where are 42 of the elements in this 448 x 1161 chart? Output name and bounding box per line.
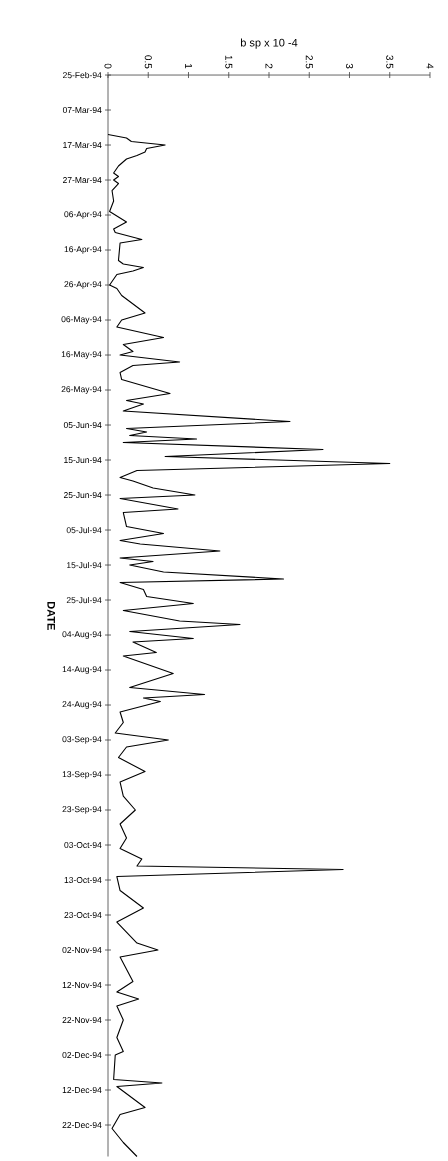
y-tick-label: 26-Apr-94 bbox=[64, 281, 102, 289]
y-tick-label: 06-May-94 bbox=[61, 316, 102, 324]
y-tick-label: 15-Jul-94 bbox=[67, 561, 102, 569]
y-tick-label: 23-Sep-94 bbox=[62, 806, 102, 814]
y-tick-label: 02-Dec-94 bbox=[62, 1052, 102, 1059]
y-tick-label: 13-Sep-94 bbox=[62, 771, 102, 779]
y-tick-label: 27-Mar-94 bbox=[63, 177, 102, 184]
y-tick-label: 17-Mar-94 bbox=[63, 142, 102, 149]
y-tick-label: 16-Apr-94 bbox=[64, 246, 102, 254]
y-tick-label: 02-Nov-94 bbox=[62, 947, 102, 954]
x-tick-label: 3 bbox=[345, 63, 354, 69]
x-tick-label: 4 bbox=[426, 63, 434, 69]
y-tick-label: 15-Jun-94 bbox=[64, 457, 102, 464]
y-tick-label: 07-Mar-94 bbox=[62, 107, 102, 114]
x-tick-label: 1 bbox=[185, 64, 192, 69]
y-tick-label: 16-May-94 bbox=[61, 351, 102, 359]
y-tick-label: 05-Jul-94 bbox=[66, 526, 102, 534]
y-tick-label: 03-Oct-94 bbox=[64, 842, 102, 849]
y-tick-label: 14-Aug-94 bbox=[62, 666, 102, 674]
y-tick-label: 13-Oct-94 bbox=[64, 877, 102, 884]
x-tick-label: 1.5 bbox=[225, 55, 233, 69]
x-axis-title: b sp x 10 -4 bbox=[240, 38, 298, 49]
y-tick-label: 04-Aug-94 bbox=[62, 631, 102, 639]
y-tick-label: 25-Feb-94 bbox=[63, 71, 102, 79]
y-tick-label: 03-Sep-94 bbox=[62, 736, 102, 744]
y-tick-label: 25-Jun-94 bbox=[63, 492, 102, 499]
x-tick-label: 2 bbox=[265, 63, 273, 69]
y-tick-label: 24-Aug-94 bbox=[62, 701, 102, 709]
y-tick-label: 12-Nov-94 bbox=[62, 982, 102, 989]
y-tick-label: 25-Jul-94 bbox=[66, 596, 102, 604]
y-tick-label: 22-Nov-94 bbox=[62, 1017, 102, 1024]
y-tick-label: 22-Dec-94 bbox=[62, 1122, 102, 1129]
x-tick-label: 0.5 bbox=[144, 55, 152, 69]
y-axis-title: DATE bbox=[47, 601, 55, 630]
y-tick-label: 06-Apr-94 bbox=[64, 211, 102, 219]
x-tick-label: 0 bbox=[104, 63, 112, 69]
y-tick-label: 26-May-94 bbox=[61, 386, 102, 394]
y-tick-label: 23-Oct-94 bbox=[64, 912, 102, 919]
y-tick-label: 12-Dec-94 bbox=[62, 1087, 102, 1094]
x-tick-label: 2.5 bbox=[305, 55, 313, 69]
y-tick-label: 05-Jun-94 bbox=[63, 422, 102, 429]
x-tick-label: 3.5 bbox=[386, 55, 394, 69]
